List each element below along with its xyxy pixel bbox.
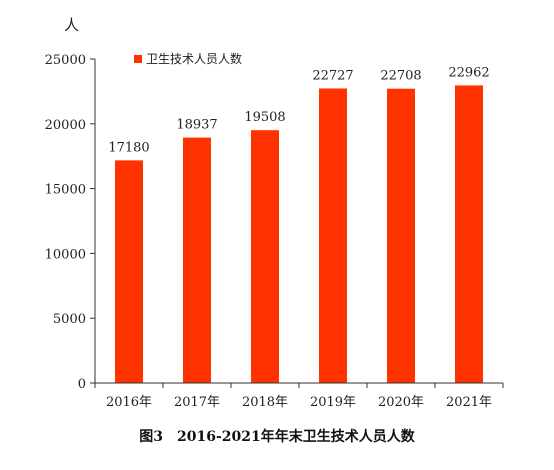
- bar: [183, 137, 211, 383]
- y-tick-label: 10000: [45, 247, 86, 262]
- legend: 卫生技术人员人数: [134, 51, 242, 66]
- bar-value-label: 17180: [108, 140, 149, 155]
- y-tick-label: 20000: [45, 118, 86, 133]
- bar-value-label: 22708: [380, 69, 421, 84]
- bar: [455, 85, 483, 384]
- data-labels: 17180 18937 19508 22727 22708 22962: [108, 65, 489, 155]
- bar: [115, 160, 143, 383]
- y-tick-label: 15000: [45, 183, 86, 198]
- bar: [387, 88, 415, 384]
- y-tick-label: 0: [78, 377, 86, 392]
- chart-caption: 图3 2016-2021年年末卫生技术人员人数: [139, 428, 415, 445]
- y-tick-label: 25000: [45, 53, 86, 68]
- x-tick-label: 2020年: [378, 395, 424, 410]
- bars: [115, 85, 483, 384]
- x-axis-ticks: 2016年 2017年 2018年 2019年 2020年 2021年: [94, 383, 504, 410]
- x-tick-label: 2021年: [446, 395, 492, 410]
- bar: [319, 88, 347, 384]
- x-tick-label: 2018年: [242, 395, 288, 410]
- legend-label: 卫生技术人员人数: [146, 51, 242, 66]
- bar-value-label: 22962: [448, 65, 489, 80]
- bar-value-label: 19508: [244, 110, 285, 125]
- y-tick-label: 5000: [53, 312, 86, 327]
- y-axis-unit-label: 人: [64, 16, 79, 34]
- x-tick-label: 2019年: [310, 395, 356, 410]
- x-tick-label: 2016年: [106, 395, 152, 410]
- bar: [251, 130, 279, 383]
- legend-swatch: [134, 55, 142, 63]
- bar-value-label: 22727: [312, 68, 353, 83]
- x-tick-label: 2017年: [174, 395, 220, 410]
- bar-value-label: 18937: [176, 118, 217, 133]
- y-axis-ticks: 0 5000 10000 15000 20000 25000: [45, 53, 95, 392]
